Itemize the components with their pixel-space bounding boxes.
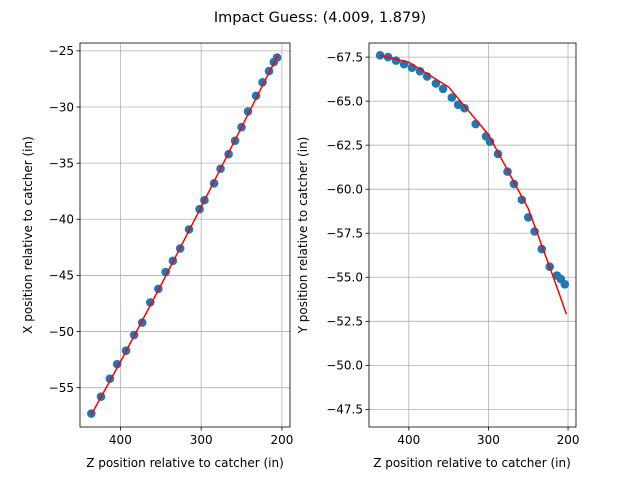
data-point (453, 100, 463, 109)
x-tick-label: 400 (397, 433, 420, 447)
left-y-axis-label: X position relative to catcher (in) (21, 136, 35, 334)
data-point (560, 280, 570, 289)
right-subplot: 400 300 200 −67.5 −65.0 −62.5 −60.0 −57.5 −55.0 −… (296, 42, 580, 470)
data-point (447, 93, 457, 102)
data-point (460, 103, 469, 113)
left-subplot: 400 300 200 −55 −50 −45 −40 −35 −30 −25 Z positio… (21, 42, 293, 470)
right-plot-frame (368, 42, 577, 428)
data-point (485, 137, 495, 146)
y-tick-label: −35 (49, 156, 74, 170)
x-tick-label: 300 (477, 433, 500, 447)
y-tick-label: −55 (49, 381, 74, 395)
data-point (112, 359, 122, 369)
y-tick-label: −40 (49, 213, 74, 227)
y-tick-label: −65.0 (326, 94, 363, 108)
y-tick-label: −30 (49, 100, 74, 114)
data-point (438, 84, 448, 94)
y-tick-label: −52.5 (326, 315, 363, 329)
y-tick-label: −67.5 (326, 50, 363, 64)
y-tick-label: −25 (49, 44, 74, 58)
right-y-axis-label: Y position relative to catcher (in) (296, 137, 310, 335)
right-x-axis-label: Z position relative to catcher (in) (373, 456, 571, 470)
y-tick-label: −50 (49, 325, 74, 339)
y-tick-label: −50.0 (326, 359, 363, 373)
fit-line (379, 54, 568, 315)
left-x-axis-label: Z position relative to catcher (in) (86, 456, 284, 470)
x-tick-label: 300 (190, 433, 213, 447)
left-plot-frame (79, 42, 291, 428)
data-point (161, 267, 170, 277)
figure-title: Impact Guess: (4.009, 1.879) (214, 10, 426, 26)
fit-line (90, 53, 280, 416)
data-point (415, 66, 425, 76)
y-tick-label: −60.0 (326, 183, 363, 197)
x-tick-label: 400 (109, 433, 132, 447)
y-tick-label: −57.5 (326, 227, 363, 241)
y-tick-label: −62.5 (326, 138, 363, 152)
x-tick-label: 200 (270, 433, 293, 447)
y-tick-label: −55.0 (326, 271, 363, 285)
x-tick-label: 200 (557, 433, 580, 447)
y-tick-label: −45 (49, 269, 74, 283)
y-tick-label: −47.5 (326, 403, 363, 417)
